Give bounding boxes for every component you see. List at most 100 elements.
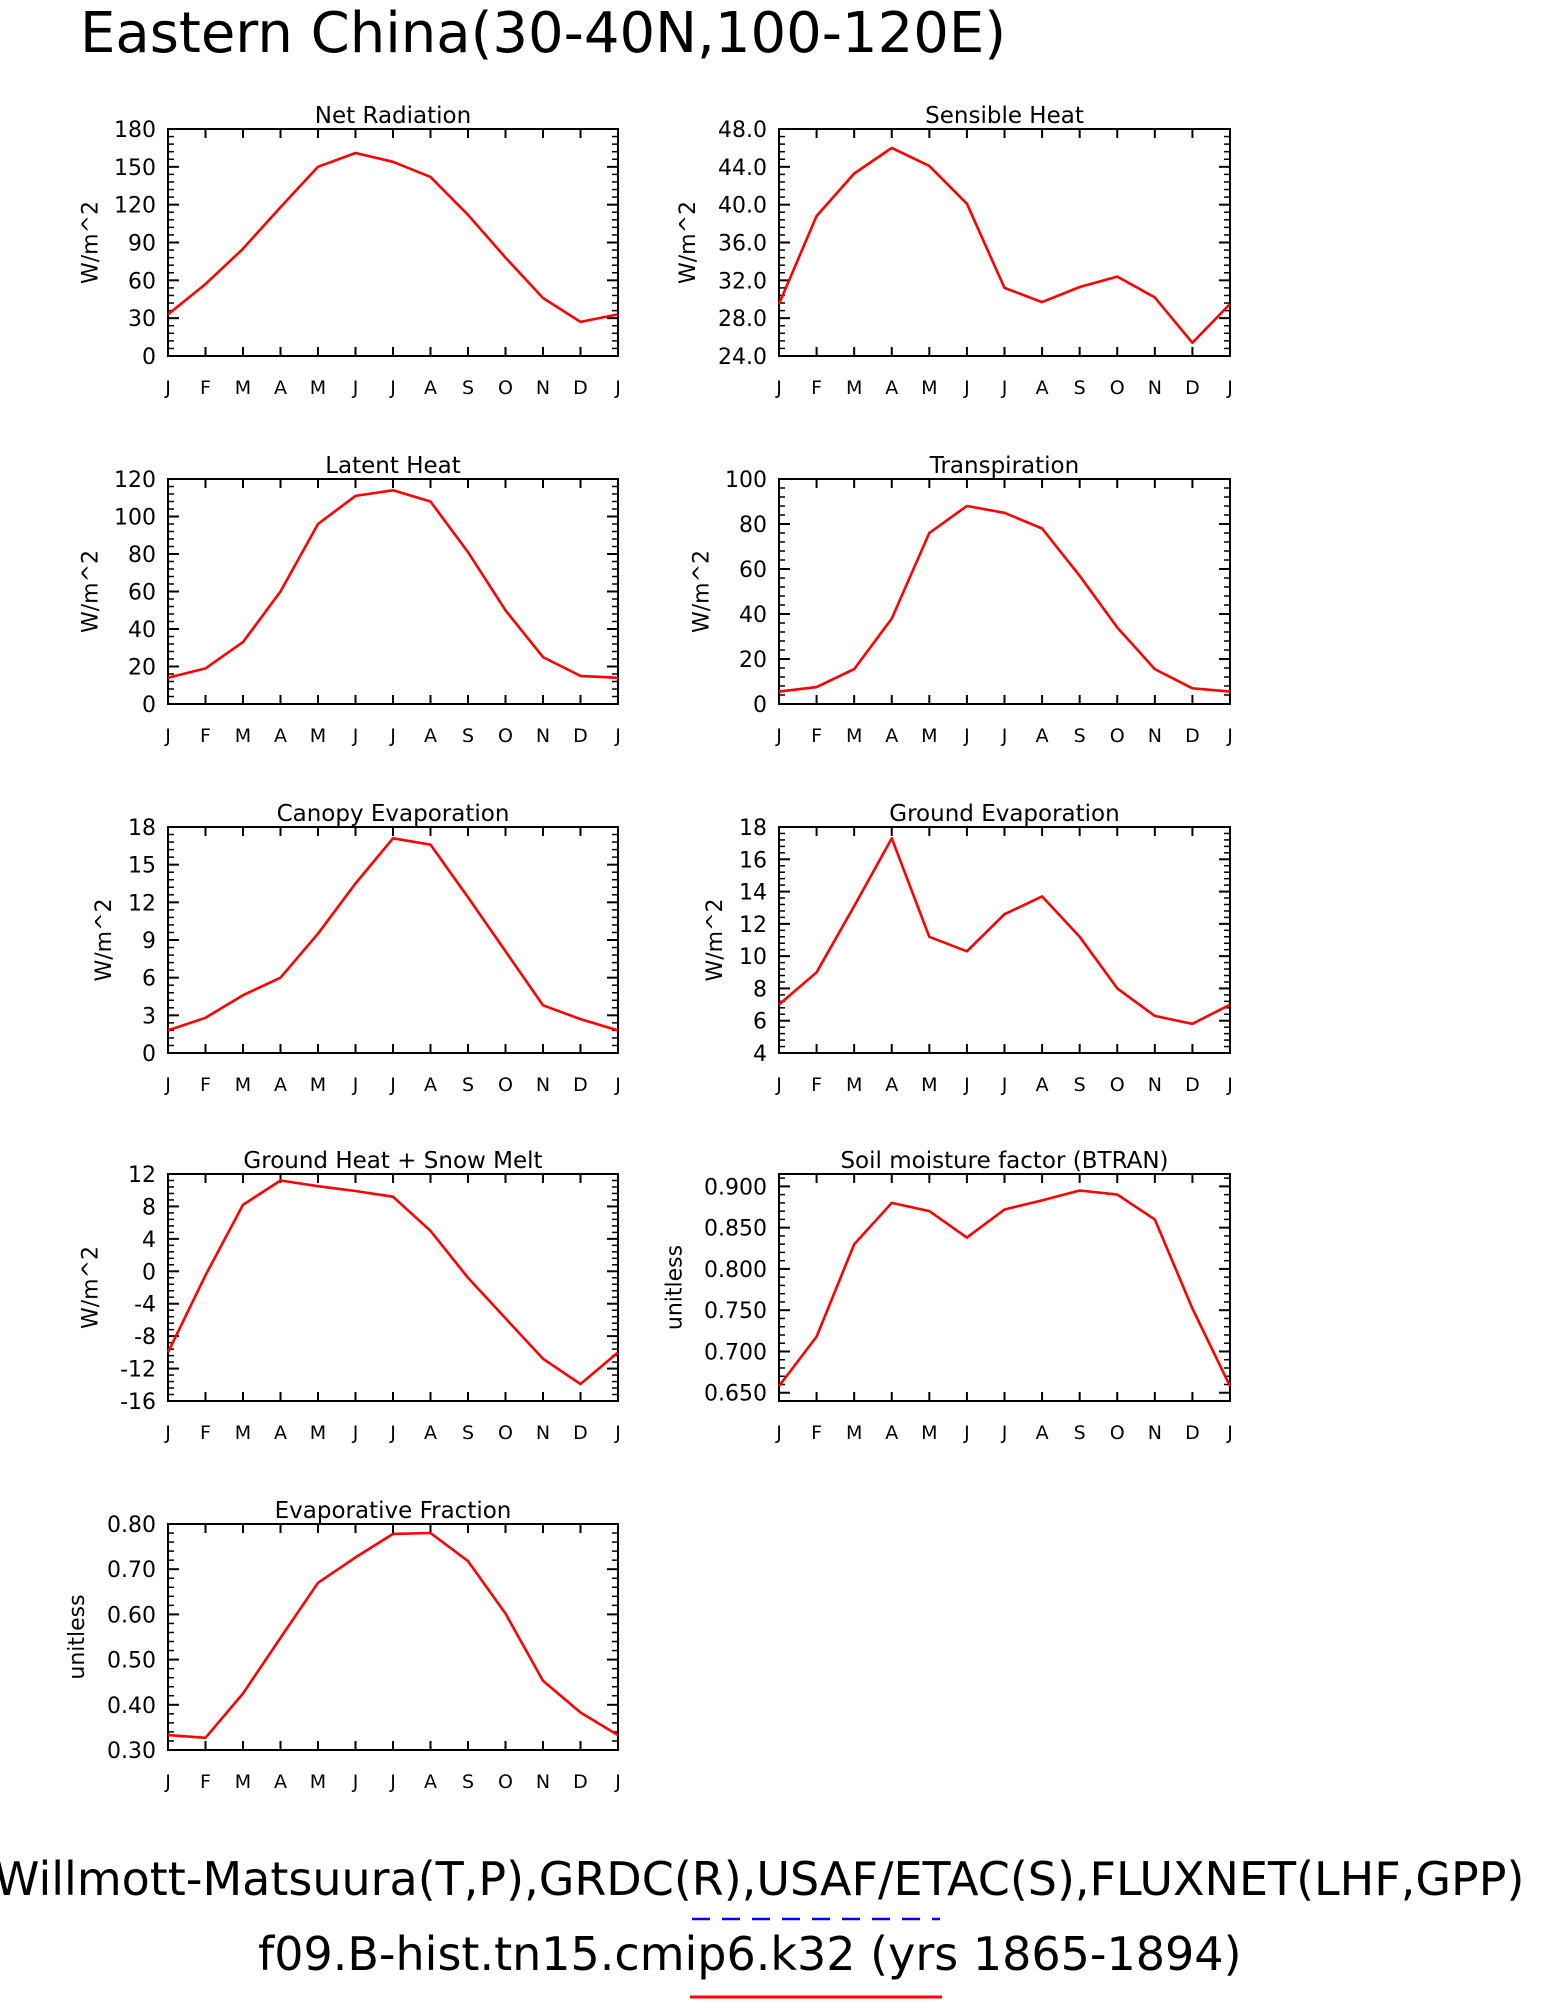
y-tick-label: 8 [753,977,767,1002]
x-tick-label: A [274,1771,287,1793]
y-axis-label: W/m^2 [676,201,701,284]
x-tick-label: O [498,1074,513,1096]
chart-title: Transpiration [929,453,1079,479]
x-tick-label: J [775,1074,782,1096]
x-tick-label: A [274,1074,287,1096]
x-tick-label: M [235,1422,251,1444]
x-tick-label: J [775,725,782,747]
series-line [167,151,619,324]
y-tick-label: 0 [142,1042,156,1067]
x-tick-label: J [1226,725,1233,747]
x-tick-label: A [1036,725,1049,747]
x-tick-label: A [274,1422,287,1444]
x-tick-label: F [811,725,822,747]
x-tick-label: A [885,1074,898,1096]
y-tick-label: 4 [753,1042,767,1067]
y-tick-label: 14 [739,881,767,906]
series-line [167,488,619,680]
series-line [778,836,1231,1026]
chart-title: Soil moisture factor (BTRAN) [840,1148,1168,1174]
x-tick-label: J [352,1771,359,1793]
x-tick-label: A [885,377,898,399]
y-tick-label: 0.50 [107,1649,156,1674]
x-tick-label: S [1074,1422,1086,1444]
x-tick-label: M [310,1074,326,1096]
chart-title: Ground Heat + Snow Melt [243,1148,542,1174]
y-tick-label: 18 [128,816,156,841]
y-tick-label: 0 [753,693,767,718]
x-tick-label: A [274,377,287,399]
plot-frame [778,128,1231,357]
x-tick-label: D [1185,377,1200,399]
y-tick-label: 15 [128,854,156,879]
y-tick-label: 32.0 [718,269,767,294]
x-tick-label: J [389,1074,396,1096]
x-tick-label: D [1185,1074,1200,1096]
y-axis-label: W/m^2 [79,550,104,633]
x-tick-label: F [811,1074,822,1096]
y-tick-label: 9 [142,929,156,954]
figure-title: Eastern China(30-40N,100-120E) [80,1,1006,66]
y-tick-label: 120 [114,468,156,493]
x-tick-label: S [462,1074,474,1096]
x-tick-label: J [614,1771,621,1793]
y-axis-label: unitless [663,1245,688,1330]
x-tick-label: O [498,1422,513,1444]
x-tick-label: N [1148,725,1162,747]
y-axis-label: unitless [65,1594,90,1679]
y-tick-label: 48.0 [718,118,767,143]
y-tick-label: 12 [128,1163,156,1188]
y-tick-label: 180 [114,118,156,143]
x-tick-label: A [274,725,287,747]
footer-obs-sources: Willmott-Matsuura(T,P),GRDC(R),USAF/ETAC… [0,1852,1524,1906]
y-tick-label: 0.70 [107,1558,156,1583]
x-tick-label: S [1074,725,1086,747]
x-tick-label: J [963,377,970,399]
chart-title: Ground Evaporation [889,801,1119,827]
y-tick-label: 0.60 [107,1603,156,1628]
plot-frame [167,826,619,1054]
x-tick-label: J [389,377,396,399]
series-line [778,504,1231,693]
plot-frame [167,478,619,705]
x-tick-label: M [921,377,937,399]
series-line [777,146,1231,345]
x-tick-label: D [573,1422,588,1444]
y-tick-label: 16 [739,848,767,873]
x-tick-label: J [164,377,171,399]
y-axis-label: W/m^2 [92,898,117,981]
x-tick-label: N [536,1771,550,1793]
y-tick-label: 100 [725,468,767,493]
y-tick-label: 120 [114,194,156,219]
x-tick-label: J [352,377,359,399]
x-tick-label: O [498,1771,513,1793]
x-tick-label: D [573,1074,588,1096]
x-tick-label: J [389,1422,396,1444]
chart-title: Sensible Heat [925,103,1084,129]
plot-frame [167,1523,619,1751]
x-tick-label: D [573,1771,588,1793]
y-tick-label: 0.850 [704,1217,767,1242]
y-tick-label: 20 [128,656,156,681]
footer-model-case: f09.B-hist.tn15.cmip6.k32 (yrs 1865-1894… [258,1927,1242,1981]
x-tick-label: J [1001,377,1008,399]
x-tick-label: M [235,725,251,747]
x-tick-label: J [963,725,970,747]
y-tick-label: 40 [128,618,156,643]
y-tick-label: 60 [128,581,156,606]
x-tick-label: O [1110,725,1125,747]
x-tick-label: S [1074,1074,1086,1096]
chart-panel: J F M A M J J A S O N D J 0.30 0.40 0.50 0.60 0.70 0.80 Eva… [65,1498,621,1793]
x-tick-label: S [462,725,474,747]
x-tick-label: F [811,377,822,399]
y-tick-label: 30 [128,307,156,332]
x-tick-label: A [424,1422,437,1444]
y-tick-label: 150 [114,156,156,181]
plot-frame [778,1173,1231,1402]
y-tick-label: 8 [142,1195,156,1220]
x-tick-label: M [310,1771,326,1793]
y-tick-label: 18 [739,816,767,841]
x-tick-label: D [573,725,588,747]
chart-title: Latent Heat [325,453,461,479]
